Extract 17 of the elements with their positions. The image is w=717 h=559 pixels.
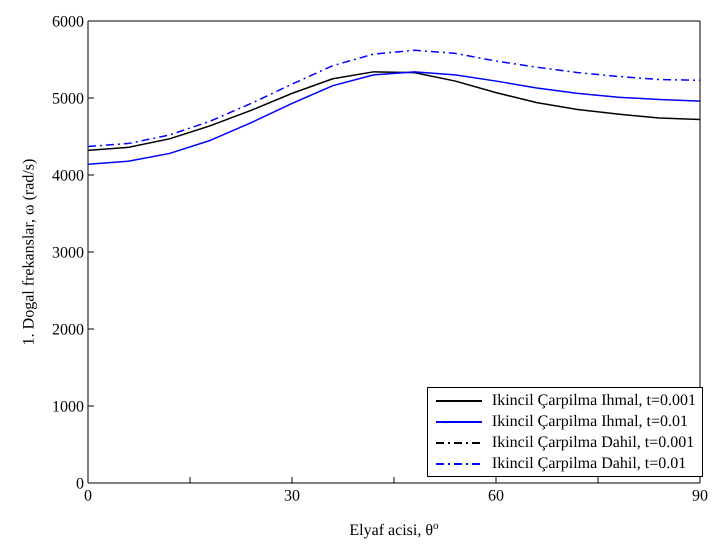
x-tick-label: 60 <box>488 487 504 504</box>
y-tick-label: 0 <box>76 476 84 493</box>
x-tick-label: 90 <box>692 487 708 504</box>
legend-label: Ikincil Çarpilma Dahil, t=0.001 <box>490 433 696 453</box>
x-tick-label: 30 <box>284 487 300 504</box>
y-tick-label: 2000 <box>52 322 84 339</box>
y-tick-label: 4000 <box>52 168 84 185</box>
y-tick-label: 6000 <box>52 14 84 31</box>
x-axis-title: Elyaf acisi, θ$^{o}$ <box>349 520 440 539</box>
legend-label: Ikincil Çarpilma Ihmal, t=0.01 <box>490 412 689 432</box>
y-tick-label: 5000 <box>52 90 84 108</box>
line-series <box>88 50 700 148</box>
y-tick-label: 1000 <box>52 398 84 416</box>
legend-label: Ikincil Çarpilma Dahil, t=0.01 <box>490 454 688 474</box>
y-axis-title: 1. Dogal frekanslar, ω (rad/s) <box>20 158 38 346</box>
y-tick-label: 3000 <box>52 244 84 262</box>
legend-label: Ikincil Çarpilma Ihmal, t=0.001 <box>490 391 696 411</box>
